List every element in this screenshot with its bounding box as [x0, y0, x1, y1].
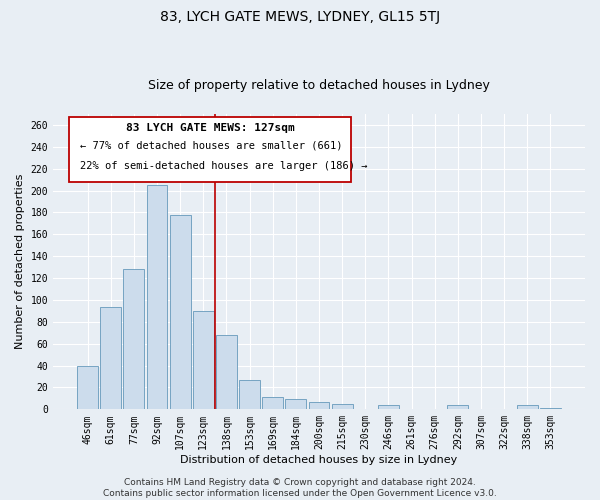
FancyBboxPatch shape: [69, 117, 351, 182]
Bar: [146, 185, 167, 410]
Title: Size of property relative to detached houses in Lydney: Size of property relative to detached ho…: [148, 79, 490, 92]
Bar: [124, 270, 145, 410]
Text: Contains HM Land Registry data © Crown copyright and database right 2024.
Contai: Contains HM Land Registry data © Crown c…: [103, 478, 497, 498]
Bar: [286, 400, 306, 409]
Text: 22% of semi-detached houses are larger (186) →: 22% of semi-detached houses are larger (…: [80, 162, 367, 172]
Bar: [100, 306, 121, 410]
Y-axis label: Number of detached properties: Number of detached properties: [15, 174, 25, 350]
Bar: [540, 408, 561, 410]
Text: 83, LYCH GATE MEWS, LYDNEY, GL15 5TJ: 83, LYCH GATE MEWS, LYDNEY, GL15 5TJ: [160, 10, 440, 24]
Bar: [448, 405, 468, 409]
X-axis label: Distribution of detached houses by size in Lydney: Distribution of detached houses by size …: [181, 455, 458, 465]
Text: ← 77% of detached houses are smaller (661): ← 77% of detached houses are smaller (66…: [80, 140, 342, 150]
Bar: [77, 366, 98, 410]
Bar: [170, 214, 191, 410]
Bar: [193, 311, 214, 410]
Bar: [262, 398, 283, 409]
Bar: [332, 404, 353, 409]
Text: 83 LYCH GATE MEWS: 127sqm: 83 LYCH GATE MEWS: 127sqm: [125, 123, 295, 133]
Bar: [216, 335, 237, 409]
Bar: [378, 405, 399, 409]
Bar: [308, 402, 329, 409]
Bar: [517, 405, 538, 409]
Bar: [239, 380, 260, 410]
